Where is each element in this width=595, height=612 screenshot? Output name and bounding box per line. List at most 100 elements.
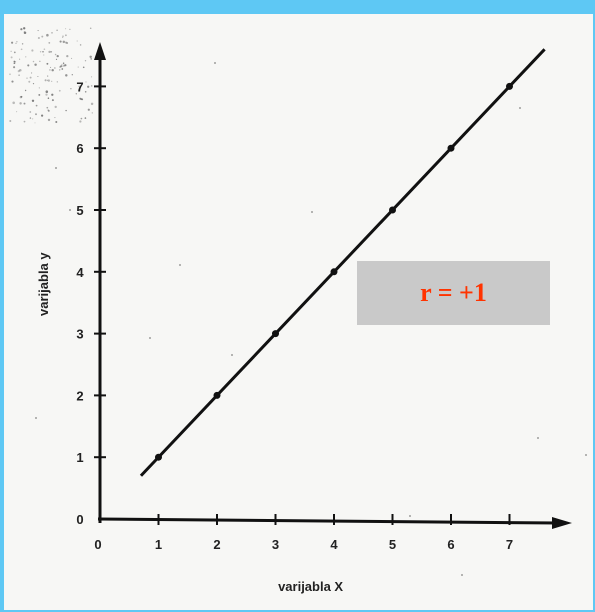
speckle: [51, 99, 54, 102]
speckle: [9, 120, 12, 122]
speckle: [47, 109, 50, 111]
data-point: [155, 453, 162, 461]
speckle: [65, 28, 67, 30]
speckle: [38, 93, 41, 96]
y-tick-label: 4: [76, 265, 84, 280]
speckle: [54, 53, 57, 56]
speckle: [59, 69, 61, 71]
speckle: [179, 264, 181, 266]
speckle: [39, 60, 41, 62]
speckle: [19, 102, 22, 105]
ticks: 0 1 2 3 4 5 6 7 0 1 2 3 4 5 6 7: [76, 79, 513, 552]
y-tick-label: 6: [76, 141, 83, 156]
speckle: [75, 93, 77, 95]
speckle: [10, 50, 12, 52]
speckle: [42, 50, 44, 53]
speckle: [31, 99, 35, 102]
speckle: [32, 82, 35, 85]
speckle: [54, 105, 57, 109]
speckle: [56, 29, 58, 32]
speckle: [37, 75, 39, 78]
speckle: [29, 76, 32, 79]
speckle: [61, 63, 63, 66]
speckle: [45, 93, 48, 96]
speckle: [461, 574, 463, 576]
speckle: [71, 74, 73, 76]
y-axis-label: varijabla y: [36, 252, 51, 316]
speckle: [585, 454, 587, 456]
speckle: [79, 120, 82, 123]
speckle: [37, 30, 39, 32]
speckle: [519, 107, 521, 109]
scan-speckle-noise: [9, 27, 587, 576]
speckle: [62, 40, 66, 44]
speckle: [66, 42, 69, 44]
speckle: [90, 58, 93, 60]
speckle: [41, 35, 44, 38]
speckle: [32, 60, 35, 63]
y-tick-label: 0: [76, 512, 83, 527]
speckle: [41, 114, 44, 117]
speckle: [47, 109, 50, 112]
speckle: [65, 109, 67, 112]
speckle: [87, 85, 90, 88]
speckle: [47, 118, 51, 122]
y-axis-arrowhead: [94, 42, 106, 60]
data-point: [447, 144, 455, 152]
y-tick-label: 2: [76, 388, 83, 403]
speckle: [91, 76, 93, 78]
speckle: [32, 118, 34, 120]
speckle: [69, 209, 71, 211]
speckle: [44, 79, 47, 82]
speckle: [66, 54, 69, 58]
speckle: [55, 120, 58, 124]
data-points: [155, 82, 513, 461]
x-tick-label: 6: [447, 537, 454, 552]
correlation-annotation-box: r = +1: [357, 261, 550, 325]
speckle: [54, 67, 56, 69]
speckle: [31, 49, 34, 52]
speckle: [9, 73, 11, 76]
speckle: [18, 74, 20, 77]
speckle: [29, 117, 32, 119]
speckle: [35, 104, 38, 107]
x-axis-arrowhead: [552, 517, 572, 529]
speckle: [23, 31, 25, 33]
speckle: [29, 111, 32, 113]
speckle: [64, 64, 67, 67]
x-tick-label: 5: [389, 537, 396, 552]
speckle: [46, 106, 49, 109]
correlation-label: r = +1: [420, 278, 487, 307]
speckle: [79, 97, 83, 101]
speckle: [25, 56, 27, 58]
speckle: [62, 36, 64, 38]
speckle: [28, 80, 31, 83]
speckle: [54, 117, 56, 119]
speckle: [60, 65, 63, 68]
y-tick-label: 1: [76, 450, 83, 465]
x-axis-line: [97, 517, 559, 525]
speckle: [48, 42, 51, 44]
speckle: [12, 101, 15, 105]
regression-line: [139, 48, 546, 477]
speckle: [11, 41, 14, 44]
speckle: [37, 36, 40, 40]
y-tick-label: 5: [76, 203, 83, 218]
speckle: [58, 89, 61, 92]
speckle: [15, 42, 17, 44]
speckle: [90, 85, 93, 87]
data-point: [506, 82, 513, 90]
speckle: [91, 112, 93, 114]
speckle: [51, 93, 54, 96]
speckle: [82, 66, 85, 69]
speckle: [39, 51, 42, 53]
speckle: [214, 62, 216, 64]
speckle: [65, 34, 67, 37]
speckle: [62, 64, 66, 67]
speckle: [537, 437, 539, 439]
speckle: [62, 35, 64, 38]
speckle: [61, 68, 64, 70]
speckle: [34, 122, 36, 124]
speckle: [311, 211, 313, 213]
